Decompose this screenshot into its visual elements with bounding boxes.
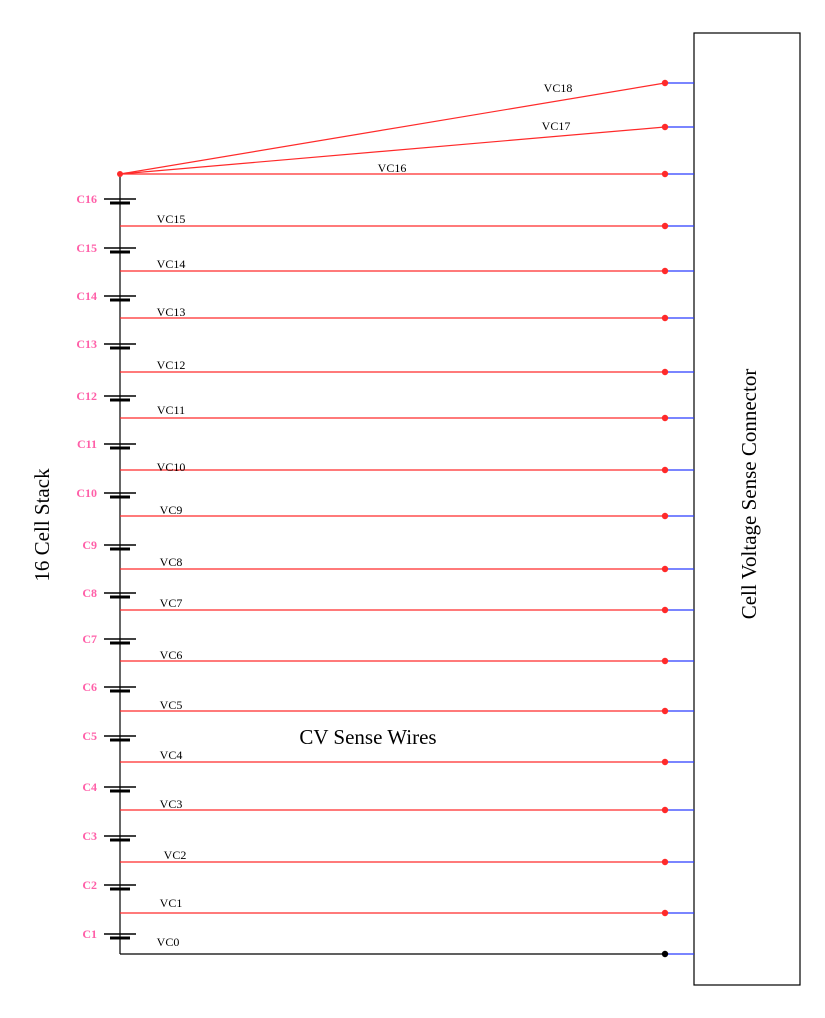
cell-label-c16: C16 — [76, 192, 97, 206]
cell-label-c5: C5 — [82, 729, 97, 743]
wire-label-vc17: VC17 — [542, 119, 571, 133]
cv-sense-wires-label: CV Sense Wires — [299, 725, 436, 749]
cell-label-c3: C3 — [82, 829, 97, 843]
wire-terminal-vc10 — [661, 466, 669, 474]
wire-terminal-vc16 — [661, 170, 669, 178]
cell-label-c12: C12 — [76, 389, 97, 403]
wire-label-vc10: VC10 — [157, 460, 186, 474]
cell-label-c8: C8 — [82, 586, 97, 600]
cell-label-c15: C15 — [76, 241, 97, 255]
wire-label-vc2: VC2 — [164, 848, 187, 862]
wire-label-vc18: VC18 — [544, 81, 573, 95]
wire-terminal-vc15 — [661, 222, 669, 230]
wire-label-vc13: VC13 — [157, 305, 186, 319]
wire-terminal-vc6 — [661, 657, 669, 665]
wire-terminal-vc18 — [661, 79, 669, 87]
wire-label-vc1: VC1 — [160, 896, 183, 910]
wire-terminal-vc8 — [661, 565, 669, 573]
wire-label-vc9: VC9 — [160, 503, 183, 517]
cell-label-c4: C4 — [82, 780, 97, 794]
wire-terminal-vc1 — [661, 909, 669, 917]
connector-label: Cell Voltage Sense Connector — [737, 369, 761, 620]
cell-label-c2: C2 — [82, 878, 97, 892]
wire-terminal-vc7 — [661, 606, 669, 614]
cell-label-c13: C13 — [76, 337, 97, 351]
wire-label-vc14: VC14 — [157, 257, 186, 271]
wire-label-vc6: VC6 — [160, 648, 183, 662]
wire-label-vc7: VC7 — [160, 596, 183, 610]
cell-label-c7: C7 — [82, 632, 97, 646]
cell-label-c6: C6 — [82, 680, 97, 694]
wire-label-vc11: VC11 — [157, 403, 185, 417]
wire-label-vc3: VC3 — [160, 797, 183, 811]
sense-wire-vc17 — [119, 126, 666, 175]
wire-terminal-vc17 — [661, 123, 669, 131]
wire-terminal-vc12 — [661, 368, 669, 376]
wire-terminal-vc13 — [661, 314, 669, 322]
cell-label-c14: C14 — [76, 289, 97, 303]
wire-label-vc5: VC5 — [160, 698, 183, 712]
wire-label-vc0: VC0 — [157, 935, 180, 949]
cell-label-c9: C9 — [82, 538, 97, 552]
wire-terminal-vc3 — [661, 806, 669, 814]
wire-terminal-vc2 — [661, 858, 669, 866]
wire-label-vc8: VC8 — [160, 555, 183, 569]
cell-label-c1: C1 — [82, 927, 97, 941]
sense-wire-vc18 — [119, 82, 666, 175]
connector-box — [693, 32, 801, 986]
wire-terminal-vc9 — [661, 512, 669, 520]
wire-terminal-vc4 — [661, 758, 669, 766]
cell-label-c10: C10 — [76, 486, 97, 500]
wire-terminal-vc0 — [661, 950, 669, 958]
wire-label-vc16: VC16 — [378, 161, 407, 175]
wire-label-vc15: VC15 — [157, 212, 186, 226]
stack-label: 16 Cell Stack — [30, 468, 54, 582]
wire-terminal-vc5 — [661, 707, 669, 715]
wire-label-vc12: VC12 — [157, 358, 186, 372]
wire-terminal-vc14 — [661, 267, 669, 275]
wire-label-vc4: VC4 — [160, 748, 183, 762]
cell-label-c11: C11 — [77, 437, 97, 451]
wire-terminal-vc11 — [661, 414, 669, 422]
